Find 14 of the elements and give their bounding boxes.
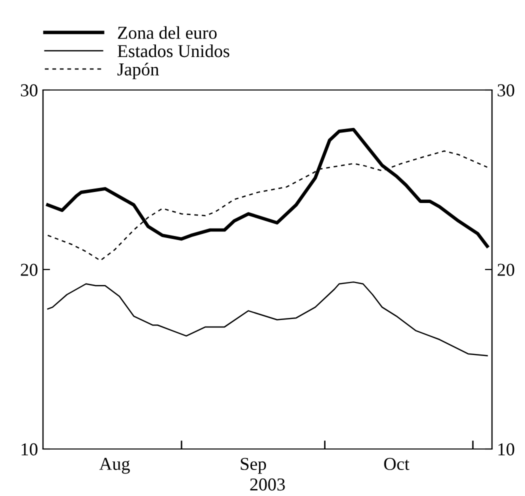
y2-tick-label: 20 (498, 264, 514, 276)
legend-label: Zona del euro (118, 26, 217, 39)
legend-label: Japón (117, 62, 159, 80)
x-tick-label: Sep (240, 458, 266, 474)
x-tick-label: Oct (384, 458, 410, 470)
x-axis-title: 2003 (250, 478, 285, 491)
legend-label: Estados Unidos (118, 44, 230, 58)
y-tick-label: 20 (20, 264, 38, 276)
y2-tick-label: 30 (498, 84, 514, 96)
y-tick-label: 10 (22, 443, 38, 456)
line-series (47, 281, 488, 356)
x-tick-label: Aug (99, 458, 130, 474)
y2-tick-label: 10 (498, 443, 514, 456)
y-tick-label: 30 (20, 84, 38, 96)
